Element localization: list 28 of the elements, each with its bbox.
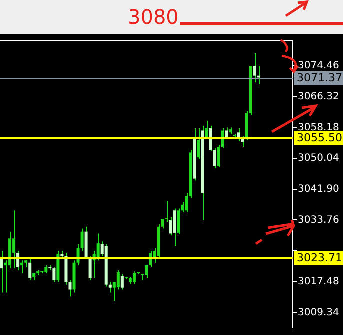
y-tick-label: 3017.48 [298, 276, 340, 288]
candlestick [177, 208, 180, 235]
y-tick-label: 3050.04 [298, 153, 340, 164]
y-tick-label: 3058.18 [298, 122, 340, 134]
candlestick [96, 233, 100, 262]
ref-line-label: 3023.71 [297, 251, 342, 264]
candlestick [20, 260, 24, 274]
candlestick [12, 210, 16, 270]
y-tick-label: 3041.90 [298, 184, 340, 196]
candlestick [120, 274, 124, 290]
y-tick-label: 3033.76 [298, 214, 340, 226]
candlestick [197, 128, 200, 160]
candlestick [173, 208, 176, 247]
candlestick [116, 270, 120, 290]
candlestick [88, 256, 92, 281]
ref-line-label: 3071.37 [297, 71, 342, 84]
candlestick [144, 265, 148, 279]
y-tick-label: 3074.46 [298, 60, 340, 72]
y-tick-label: 3009.34 [298, 307, 340, 318]
candlestick [108, 282, 112, 294]
candlestick [165, 200, 168, 222]
ref-line-label: 3055.50 [297, 131, 342, 144]
candlestick [80, 228, 84, 252]
y-tick-label: 3066.32 [298, 92, 340, 103]
candlestick [132, 271, 136, 285]
candlestick [0, 250, 4, 294]
candlestick [28, 258, 32, 281]
text: 3080 [128, 5, 179, 29]
